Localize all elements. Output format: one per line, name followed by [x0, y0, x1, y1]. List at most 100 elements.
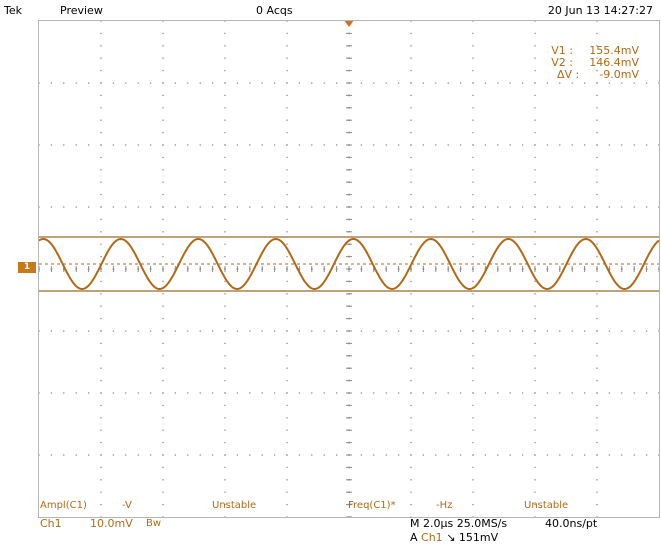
graticule-dot [546, 82, 549, 84]
graticule-dot [559, 206, 561, 208]
graticule-dot [50, 206, 53, 208]
graticule-dot [472, 169, 474, 171]
graticule-dot [323, 206, 325, 208]
graticule-dot [100, 32, 102, 35]
graticule-dot [112, 144, 115, 146]
graticule-dot [249, 144, 251, 146]
graticule-dot [534, 69, 536, 72]
graticule-dot [596, 94, 598, 97]
graticule-dot [100, 119, 102, 121]
graticule-dot [335, 454, 338, 456]
graticule-dot [360, 454, 363, 456]
graticule-dot [472, 355, 474, 357]
graticule-dot [397, 206, 400, 208]
graticule-dot [484, 392, 487, 394]
graticule-dot [273, 206, 276, 208]
graticule-dot [534, 107, 536, 109]
graticule-dot [224, 392, 226, 394]
graticule-dot [137, 454, 139, 456]
graticule-dot [224, 454, 226, 456]
graticule-dot [211, 144, 214, 146]
graticule-dot [559, 82, 561, 84]
graticule-dot [286, 417, 288, 419]
trigger-position-marker-icon[interactable] [344, 20, 354, 27]
graticule-dot [211, 330, 214, 332]
graticule-dot [633, 144, 635, 146]
graticule-dot [596, 479, 598, 481]
graticule-dot [397, 82, 400, 84]
channel-1-label[interactable]: Ch1 [40, 517, 62, 530]
graticule-dot [596, 45, 598, 47]
graticule-dot [596, 491, 598, 493]
graticule-dot [472, 379, 474, 382]
graticule-dot [410, 392, 412, 394]
graticule-dot [199, 454, 201, 456]
channel-1-trace [39, 237, 659, 291]
graticule-dot [162, 156, 164, 159]
graticule-dot [100, 206, 102, 208]
graticule-dot [559, 330, 561, 332]
graticule-dot [286, 169, 288, 171]
graticule-dot [608, 206, 611, 208]
graticule-dot [224, 21, 226, 22]
graticule-dot [162, 94, 164, 97]
v1-label: V1 : [551, 44, 573, 57]
graticule-dot [472, 144, 474, 146]
graticule-dot [224, 479, 226, 481]
graticule-dot [323, 144, 325, 146]
graticule-dot [224, 243, 226, 245]
graticule-dot [373, 330, 375, 332]
graticule-dot [224, 32, 226, 35]
mode-label: Preview [60, 4, 103, 17]
graticule-dot [534, 466, 536, 469]
graticule-dot [596, 21, 598, 22]
graticule-dot [286, 454, 288, 456]
graticule-dot [472, 45, 474, 47]
graticule-dot [521, 330, 524, 332]
graticule-dot [472, 255, 474, 258]
horizontal-scale[interactable]: M 2.0µs 25.0MS/s [410, 517, 508, 530]
graticule-dot [447, 144, 449, 146]
graticule-dot [286, 69, 288, 72]
vertical-scale[interactable]: 10.0mV [90, 517, 133, 530]
graticule-dot [100, 417, 102, 419]
graticule-dot [559, 392, 561, 394]
graticule-dot [397, 392, 400, 394]
freq-measurement-label[interactable]: Freq(C1)* [348, 500, 396, 511]
graticule-dot [162, 57, 164, 59]
graticule-dot [546, 144, 549, 146]
graticule-dot [645, 454, 648, 456]
graticule-dot [162, 280, 164, 283]
graticule-dot [596, 317, 598, 320]
graticule-dot [472, 293, 474, 295]
graticule-dot [410, 441, 412, 444]
graticule-dot [410, 94, 412, 97]
graticule-dot [211, 82, 214, 84]
ampl-measurement-label[interactable]: Ampl(C1) [40, 500, 87, 511]
graticule-dot [596, 342, 598, 345]
graticule-dot [596, 119, 598, 121]
graticule-dot [162, 466, 164, 469]
graticule-dot [286, 491, 288, 493]
graticule-dot [286, 32, 288, 35]
graticule-dot [459, 330, 462, 332]
graticule-dot [472, 156, 474, 159]
graticule-dot [410, 516, 412, 517]
graticule-dot [472, 516, 474, 517]
graticule-dot [608, 392, 611, 394]
graticule-dot [534, 218, 536, 221]
graticule-dot [63, 392, 65, 394]
channel-1-ground-marker[interactable]: 1 [18, 262, 36, 273]
graticule-dot [100, 82, 102, 84]
graticule-dot [100, 491, 102, 493]
graticule-dot [583, 206, 586, 208]
graticule-dot [596, 417, 598, 419]
graticule-dot [224, 206, 226, 208]
graticule-dot [435, 82, 437, 84]
graticule-dot [125, 330, 127, 332]
waveform-display[interactable]: V1 : 155.4mV V2 : 146.4mV ΔV : -9.0mV [38, 20, 660, 518]
trigger-readout[interactable]: A Ch1 ↘ 151mV [410, 531, 498, 544]
graticule-dot [137, 330, 139, 332]
graticule-dot [658, 82, 659, 84]
graticule-dot [125, 144, 127, 146]
